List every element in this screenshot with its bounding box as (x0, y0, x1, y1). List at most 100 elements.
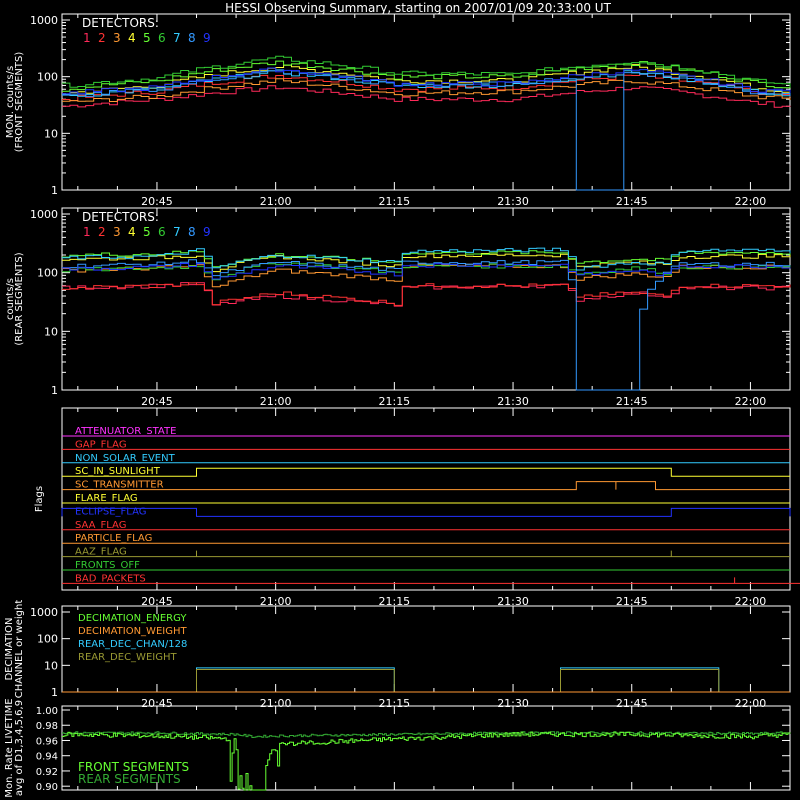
decimation-series (62, 669, 790, 693)
legend-detector-2: 2 (98, 31, 106, 45)
legend-detector-8: 8 (188, 225, 196, 239)
y-axis-label: DECIMATION (4, 617, 15, 680)
flag-line (62, 577, 800, 584)
x-tick-label: 21:45 (616, 697, 648, 710)
y-tick-label: 1000 (30, 14, 58, 27)
front-series-1 (62, 85, 791, 108)
chart-layers: 1 10 100 1000 20:45 21:00 21:15 21:30 21:45 22:00… (4, 13, 800, 798)
legend-title: DETECTORS: (82, 16, 159, 30)
decimation-legend-entry: DECIMATION_WEIGHT (78, 626, 187, 637)
flag-line (61, 507, 791, 517)
flag-label: ECLIPSE_FLAG (75, 506, 146, 517)
legend-detector-3: 3 (113, 31, 121, 45)
livetime-legend-entry: FRONT SEGMENTS (78, 760, 189, 774)
x-tick-label: 21:00 (260, 195, 292, 208)
livetime-legend-entry: REAR SEGMENTS (78, 772, 181, 786)
y-tick-label: 100 (37, 633, 58, 646)
flag-label: AAZ_FLAG (75, 547, 127, 558)
x-tick-label: 21:30 (497, 697, 529, 710)
y-axis-label: Flags (34, 486, 45, 512)
x-tick-label: 21:30 (497, 395, 529, 408)
y-tick-label: 100 (37, 267, 58, 280)
legend-detector-4: 4 (128, 225, 136, 239)
y-tick-label: 1 (51, 686, 58, 699)
decimation-series (62, 667, 790, 693)
legend-detector-9: 9 (203, 225, 211, 239)
legend-detector-5: 5 (143, 31, 151, 45)
x-tick-label: 21:00 (260, 595, 292, 608)
rear-series-9 (62, 263, 791, 280)
x-tick-label: 21:45 (616, 395, 648, 408)
flag-line (62, 467, 790, 477)
flag-label: GAP_FLAG (75, 439, 127, 450)
y-tick-label: 10 (44, 325, 58, 338)
x-tick-label: 22:00 (735, 595, 767, 608)
x-tick-label: 22:00 (735, 195, 767, 208)
flag-label: SC_TRANSMITTER (75, 480, 164, 491)
rear-series-8 (62, 259, 791, 391)
flag-label: PARTICLE_FLAG (75, 533, 152, 544)
legend-detector-8: 8 (188, 31, 196, 45)
front-series-6 (62, 55, 791, 88)
panel-rear-segments (61, 207, 791, 391)
x-tick-label: 20:45 (141, 697, 173, 710)
x-tick-label: 21:15 (378, 395, 410, 408)
rear-series-7 (62, 247, 791, 271)
x-tick-label: 21:30 (497, 195, 529, 208)
legend-detector-5: 5 (143, 225, 151, 239)
y-tick-label: 0.96 (36, 736, 58, 747)
x-tick-label: 21:45 (616, 195, 648, 208)
y-tick-label: 0.90 (36, 782, 58, 793)
legend-detector-6: 6 (158, 31, 166, 45)
y-tick-label: 0.92 (36, 767, 58, 778)
x-tick-label: 21:00 (260, 697, 292, 710)
flag-label: SAA_FLAG (75, 520, 126, 531)
legend-detector-7: 7 (173, 225, 181, 239)
flag-label: ATTENUATOR_STATE (75, 426, 176, 437)
x-tick-label: 21:30 (497, 595, 529, 608)
legend-detector-6: 6 (158, 225, 166, 239)
legend-detector-7: 7 (173, 31, 181, 45)
y-axis-label: (REAR SEGMENTS) (14, 252, 25, 345)
y-axis-label: CHANNEL or weight (14, 600, 25, 699)
rear-series-1 (62, 282, 791, 307)
legend-detector-4: 4 (128, 31, 136, 45)
panel-flags (61, 407, 791, 591)
front-series-9 (62, 67, 791, 95)
x-tick-label: 21:00 (260, 395, 292, 408)
legend-detector-9: 9 (203, 31, 211, 45)
figure-title: HESSI Observing Summary, starting on 200… (225, 1, 611, 15)
front-series-3 (62, 78, 791, 102)
y-tick-label: 10 (44, 659, 58, 672)
decimation-legend-entry: REAR_DEC_WEIGHT (78, 652, 177, 663)
flag-line (62, 550, 790, 558)
legend-detector-3: 3 (113, 225, 121, 239)
legend-detector-1: 1 (83, 225, 91, 239)
y-tick-label: 1000 (30, 606, 58, 619)
x-tick-label: 22:00 (735, 395, 767, 408)
y-axis-label: (FRONT SEGMENTS) (14, 52, 25, 153)
x-tick-label: 20:45 (141, 395, 173, 408)
flag-label: BAD_PACKETS (75, 573, 146, 584)
y-tick-label: 100 (37, 71, 58, 84)
x-tick-label: 21:15 (378, 697, 410, 710)
panel-livetime (61, 705, 791, 791)
livetime-series-1 (62, 731, 791, 738)
y-tick-label: 1 (51, 184, 58, 197)
livetime-series-0 (62, 731, 791, 791)
x-tick-label: 22:00 (735, 697, 767, 710)
x-tick-label: 20:45 (141, 195, 173, 208)
legend-detector-1: 1 (83, 31, 91, 45)
x-tick-label: 21:45 (616, 595, 648, 608)
flag-label: NON_SOLAR_EVENT (75, 453, 176, 464)
x-tick-label: 21:15 (378, 595, 410, 608)
y-axis-label: counts/s (5, 278, 16, 320)
flag-label: FLARE_FLAG (75, 493, 138, 504)
y-tick-label: 0.98 (36, 721, 58, 732)
y-tick-label: 10 (44, 127, 58, 140)
flag-label: FRONTS_OFF (75, 560, 140, 571)
y-tick-label: 1.00 (36, 706, 58, 717)
y-axis-label: MON. counts/s (5, 66, 16, 138)
y-axis-label: avg of D1,3,4,5,6,9 (14, 700, 25, 796)
